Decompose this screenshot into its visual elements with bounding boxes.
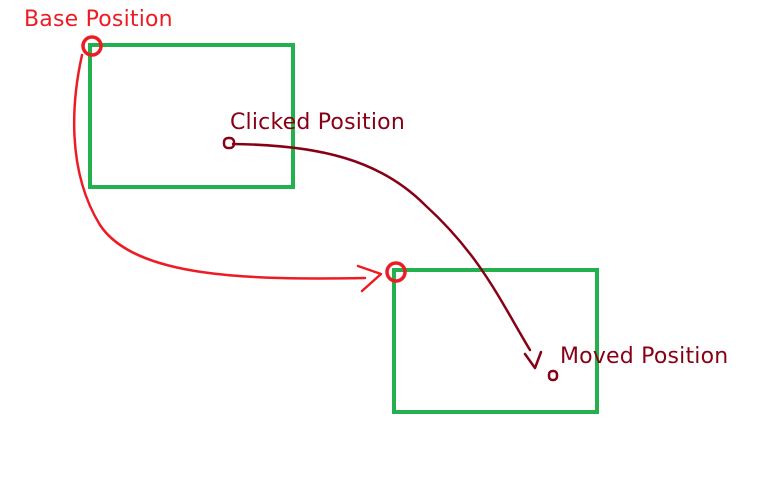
clicked-position-marker xyxy=(222,136,236,150)
base-move-arrow-head xyxy=(356,264,383,293)
clicked-position-label: Clicked Position xyxy=(230,110,405,135)
click-move-arrow-path xyxy=(231,142,532,352)
click-move-arrow-head xyxy=(523,350,543,370)
moved-position-label: Moved Position xyxy=(560,344,729,369)
new-base-position-marker xyxy=(385,261,407,283)
base-position-marker xyxy=(81,35,103,57)
base-position-label: Base Position xyxy=(24,7,173,32)
moved-rectangle xyxy=(392,268,599,414)
moved-position-marker xyxy=(547,369,559,382)
original-rectangle xyxy=(88,43,295,189)
base-move-arrow-path xyxy=(72,53,367,280)
